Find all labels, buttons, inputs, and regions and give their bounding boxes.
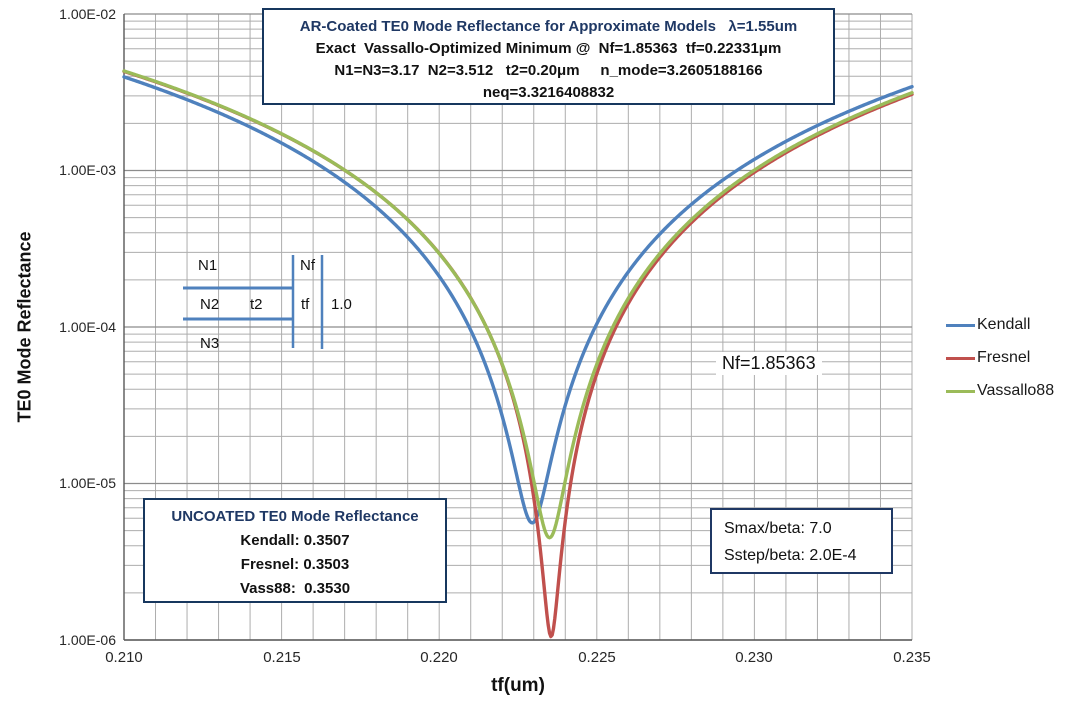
legend: Kendall Fresnel Vassallo88 (946, 314, 1054, 413)
chart-title-line-2: Exact Vassallo-Optimized Minimum @ Nf=1.… (315, 40, 782, 57)
legend-label-kendall: Kendall (977, 316, 1031, 333)
chart-title-line-1: AR-Coated TE0 Mode Reflectance for Appro… (299, 18, 798, 35)
uncoated-fresnel-value: Fresnel: 0.3503 (240, 556, 350, 573)
uncoated-kendall-value: Kendall: 0.3507 (240, 532, 350, 549)
x-tick-0235: 0.235 (893, 649, 931, 666)
x-tick-0225: 0.225 (578, 649, 616, 666)
x-tick-0215: 0.215 (263, 649, 301, 666)
x-axis-title: tf(um) (491, 675, 545, 696)
inset-label-nf: Nf (300, 257, 315, 274)
uncoated-vass88-value: Vass88: 0.3530 (239, 580, 351, 597)
smax-beta-value: Smax/beta: 7.0 (724, 520, 832, 537)
legend-label-fresnel: Fresnel (977, 349, 1031, 366)
nf-annotation: Nf=1.85363 (716, 352, 822, 375)
kendall-line-swatch (946, 323, 975, 327)
vassallo88-line-swatch (946, 389, 975, 393)
x-tick-0210: 0.210 (105, 649, 143, 666)
chart-title-line-4: neq=3.3216408832 (482, 84, 615, 101)
inset-label-n2: N2 (200, 296, 220, 313)
inset-label-right-index: 1.0 (331, 296, 352, 313)
y-tick-1e-6: 1.00E-06 (59, 632, 116, 648)
uncoated-reflectance-box: UNCOATED TE0 Mode Reflectance Kendall: 0… (143, 498, 447, 603)
inset-label-t2: t2 (250, 296, 263, 313)
inset-label-n3: N3 (200, 335, 220, 352)
chart-title-box: AR-Coated TE0 Mode Reflectance for Appro… (262, 8, 835, 105)
fresnel-line-swatch (946, 356, 975, 360)
y-axis-title: TE0 Mode Reflectance (14, 231, 35, 423)
legend-item-fresnel: Fresnel (946, 347, 1054, 369)
uncoated-box-header: UNCOATED TE0 Mode Reflectance (171, 508, 419, 525)
y-tick-1e-5: 1.00E-05 (59, 475, 116, 491)
solver-params-box: Smax/beta: 7.0 Sstep/beta: 2.0E-4 (710, 508, 893, 574)
y-tick-1e-2: 1.00E-02 (59, 6, 116, 22)
chart-title-line-3: N1=N3=3.17 N2=3.512 t2=0.20μm n_mode=3.2… (334, 62, 763, 79)
legend-label-vassallo88: Vassallo88 (977, 382, 1055, 399)
sstep-beta-value: Sstep/beta: 2.0E-4 (724, 547, 857, 564)
legend-item-vassallo88: Vassallo88 (946, 380, 1054, 402)
legend-item-kendall: Kendall (946, 314, 1054, 336)
x-tick-0220: 0.220 (420, 649, 458, 666)
x-tick-0230: 0.230 (735, 649, 773, 666)
y-tick-1e-3: 1.00E-03 (59, 162, 116, 178)
inset-label-n1: N1 (198, 257, 218, 274)
inset-label-tf: tf (301, 296, 310, 313)
y-tick-1e-4: 1.00E-04 (59, 319, 116, 335)
